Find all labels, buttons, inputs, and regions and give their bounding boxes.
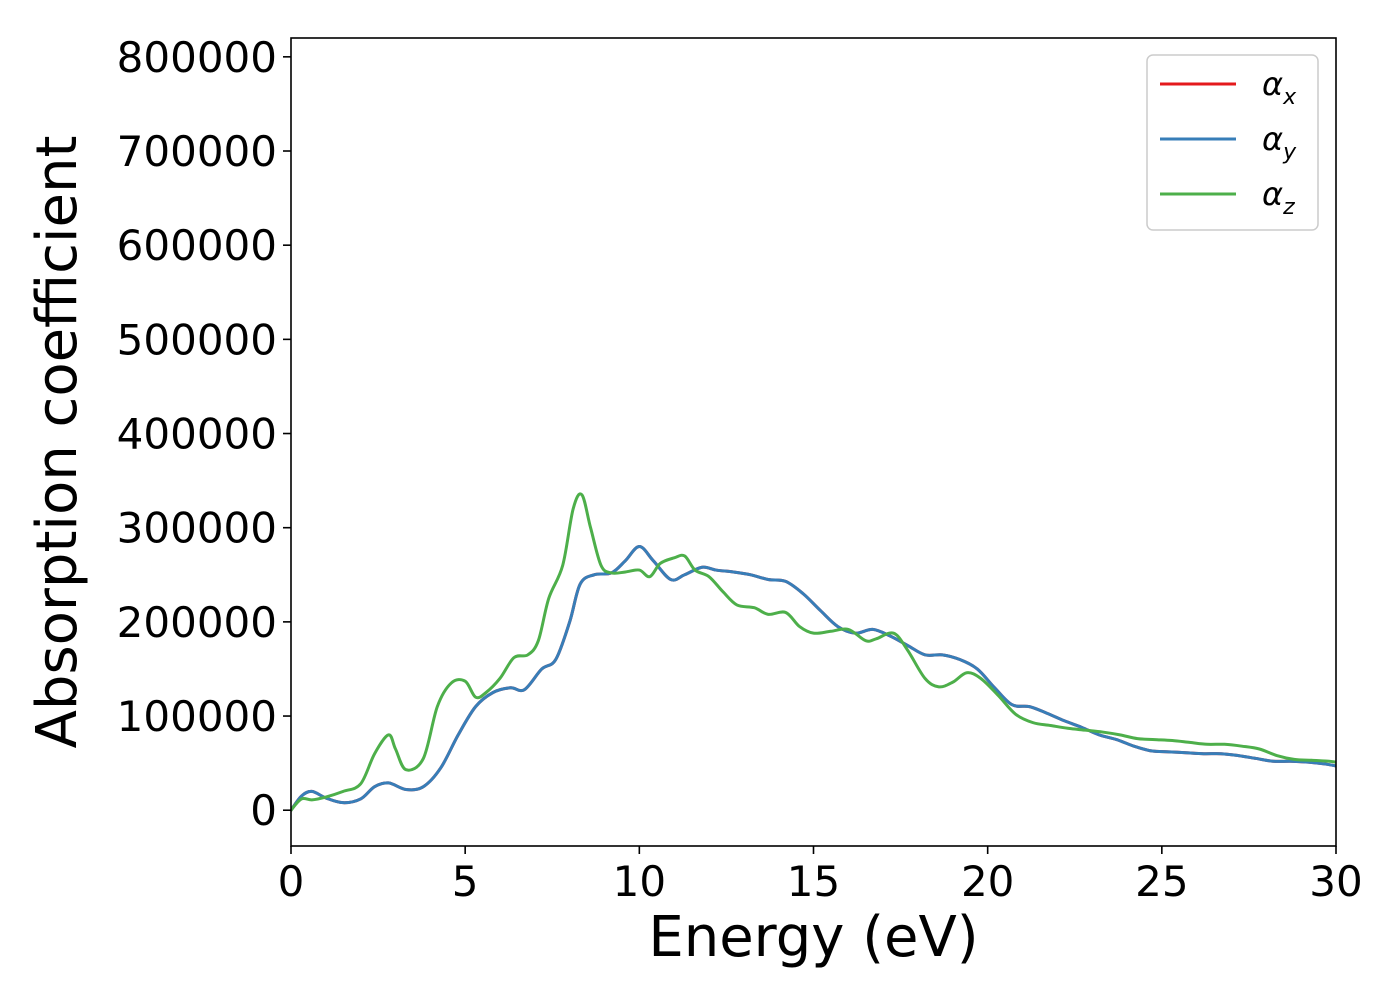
y-tick-label: 400000 — [117, 410, 277, 459]
y-tick-label: 700000 — [117, 127, 277, 176]
y-tick-label: 600000 — [117, 221, 277, 270]
x-tick-label: 10 — [613, 857, 666, 906]
y-tick-label: 500000 — [117, 315, 277, 364]
series-line-z — [291, 492, 1336, 812]
series-line-x — [291, 545, 1336, 812]
x-tick-label: 15 — [787, 857, 840, 906]
y-tick-label: 800000 — [117, 33, 277, 82]
x-tick-label: 25 — [1135, 857, 1188, 906]
y-tick-label: 300000 — [117, 504, 277, 553]
x-axis: 0 5 10 15 20 25 30 — [278, 846, 1363, 906]
x-tick-label: 20 — [961, 857, 1014, 906]
series-line-y — [291, 545, 1336, 812]
y-tick-label: 100000 — [117, 692, 277, 741]
x-tick-label: 30 — [1309, 857, 1362, 906]
y-axis-label: Absorption coefficient — [25, 136, 90, 749]
series-layer — [291, 492, 1336, 812]
x-tick-label: 5 — [452, 857, 479, 906]
y-tick-label: 0 — [250, 786, 277, 835]
legend-frame — [1146, 54, 1319, 231]
y-tick-label: 200000 — [117, 598, 277, 647]
x-tick-label: 0 — [278, 857, 305, 906]
y-axis: 0 100000 200000 300000 400000 500000 600000 700… — [117, 33, 291, 835]
x-axis-label: Energy (eV) — [648, 905, 978, 970]
